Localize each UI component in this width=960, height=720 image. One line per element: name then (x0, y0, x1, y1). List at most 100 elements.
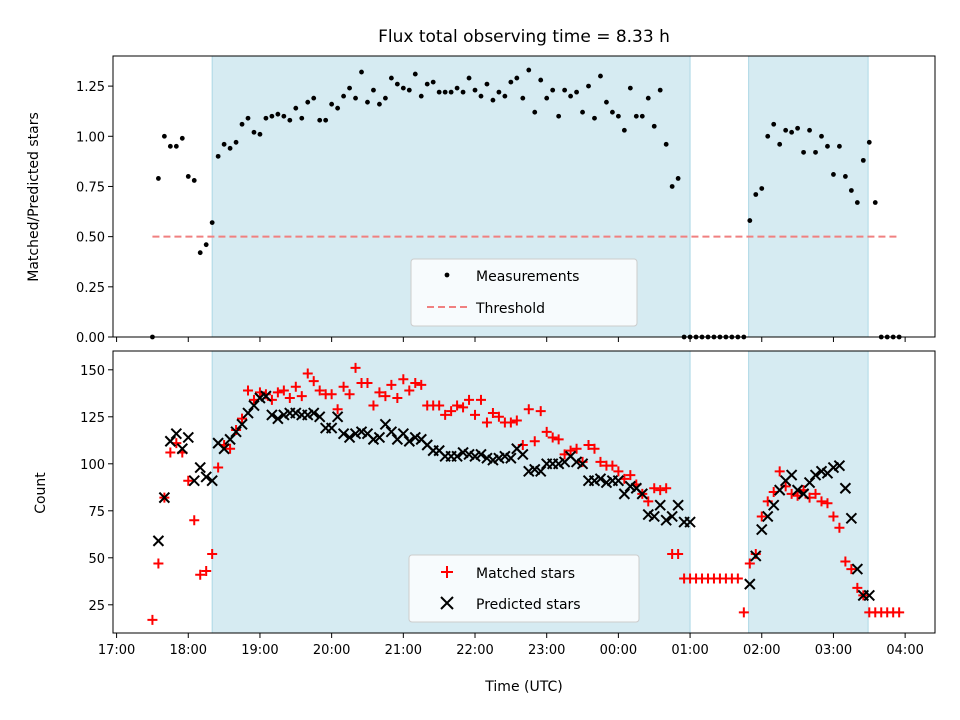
measurement-point (221, 141, 227, 147)
predicted-star-point (672, 499, 684, 511)
matched-star-point (535, 406, 546, 417)
measurement-point (562, 87, 568, 93)
matched-star-point (523, 404, 534, 415)
bottom-legend-box (408, 554, 640, 623)
measurement-point (657, 87, 663, 93)
legend-predicted-marker (440, 596, 454, 610)
matched-star-point (225, 443, 236, 454)
measurement-point (281, 113, 287, 119)
measurement-point (801, 149, 806, 155)
matched-star-point (237, 413, 248, 424)
y-tick-label: 125 (80, 411, 105, 426)
matched-star-point (374, 387, 385, 398)
measurement-point (813, 149, 818, 155)
measurement-point (807, 127, 812, 133)
legend-threshold-label: Threshold (475, 301, 545, 317)
predicted-star-point (170, 428, 183, 440)
measurement-point (430, 79, 436, 85)
bottom-legend: Matched stars Predicted stars (408, 554, 640, 623)
axes-frame (112, 55, 936, 338)
measurement-point (627, 85, 633, 91)
matched-star-point (368, 400, 379, 411)
measurement-point (365, 99, 370, 105)
predicted-star-point (206, 475, 218, 487)
measurement-point (747, 218, 753, 223)
predicted-star-point (767, 499, 780, 511)
matched-star-point (362, 377, 373, 388)
measurement-point (227, 145, 233, 151)
predicted-star-point (744, 578, 756, 590)
measurement-point (532, 109, 538, 115)
matched-star-point (207, 549, 218, 560)
predicted-star-point (158, 491, 171, 504)
top-legend-box (410, 258, 638, 327)
predicted-star-point (785, 469, 798, 481)
matched-star-point (852, 582, 863, 593)
predicted-star-point (194, 461, 206, 474)
predicted-star-point (403, 435, 416, 447)
predicted-star-point (756, 523, 768, 536)
legend-measurements-label: Measurements (476, 269, 579, 285)
matched-star-point (756, 511, 767, 522)
predicted-star-point (385, 426, 398, 438)
matched-star-point (195, 569, 206, 580)
legend-predicted-label: Predicted stars (476, 597, 581, 613)
measurement-point (371, 87, 376, 93)
measurement-point (400, 85, 406, 91)
matched-star-point (392, 393, 403, 403)
measurement-point (275, 111, 281, 117)
x-axis-label: Time (UTC) (484, 679, 562, 695)
measurement-point (842, 174, 848, 179)
measurement-point (209, 220, 215, 225)
matched-star-point (458, 402, 469, 413)
predicted-star-point (803, 476, 816, 489)
predicted-star-point (839, 482, 852, 494)
predicted-star-point (152, 535, 165, 547)
measurement-point (311, 95, 317, 101)
predicted-star-point (325, 422, 338, 434)
measurement-point (335, 105, 341, 111)
measurement-point (520, 95, 526, 101)
measurement-point (508, 79, 514, 85)
matched-star-point (189, 515, 200, 526)
matched-star-point (649, 483, 660, 494)
predicted-star-point (272, 412, 284, 425)
predicted-star-point (612, 475, 625, 487)
measurement-point (251, 129, 257, 135)
predicted-star-point (260, 390, 272, 402)
measurement-point (825, 143, 830, 149)
measurement-point (639, 113, 645, 119)
matched-star-point (529, 436, 540, 447)
x-tick-label: 03:00 (815, 643, 852, 658)
matched-star-point (738, 607, 749, 618)
measurement-point (191, 178, 197, 183)
matched-star-point (302, 368, 313, 379)
measurement-point (502, 93, 508, 99)
x-tick-label: 19:00 (241, 643, 278, 658)
measurement-point (789, 129, 795, 135)
top-legend: Measurements Threshold (410, 258, 638, 327)
predicted-star-point (851, 563, 864, 575)
measurement-point (574, 89, 579, 95)
measurement-point (837, 143, 842, 149)
y-tick-label: 150 (80, 364, 105, 379)
y-tick-label: 0.75 (76, 180, 105, 195)
predicted-star-point (475, 448, 487, 461)
legend-measurements-marker (444, 272, 450, 278)
matched-star-point (308, 376, 319, 387)
matched-star-point (243, 385, 254, 396)
matched-star-point (213, 462, 224, 473)
y-tick-label: 1.00 (76, 130, 105, 145)
matched-star-point (583, 440, 594, 450)
matched-star-point (475, 394, 486, 405)
measurement-point (323, 117, 329, 123)
matched-star-point (607, 460, 618, 471)
matched-star-point (774, 466, 785, 477)
measurement-point (341, 93, 346, 99)
matched-star-point (834, 522, 845, 533)
measurement-point (305, 99, 311, 105)
measurement-point (759, 186, 765, 191)
measurement-point (478, 93, 484, 99)
predicted-star-point (373, 431, 386, 444)
predicted-star-point (343, 431, 356, 444)
